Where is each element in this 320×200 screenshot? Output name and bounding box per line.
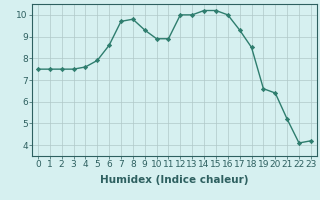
X-axis label: Humidex (Indice chaleur): Humidex (Indice chaleur) [100, 175, 249, 185]
